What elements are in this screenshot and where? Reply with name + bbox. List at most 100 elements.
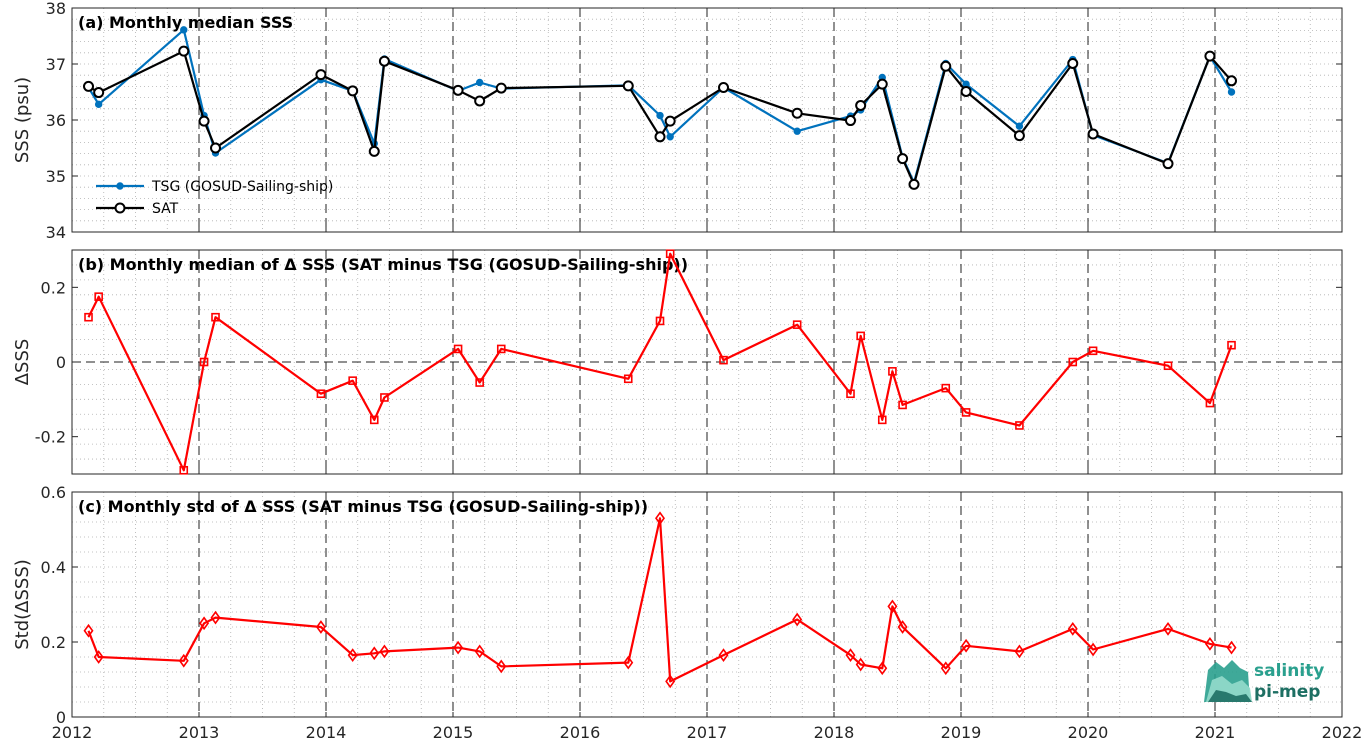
data-point xyxy=(347,648,358,662)
data-point xyxy=(876,78,888,90)
data-point xyxy=(623,374,633,384)
data-point xyxy=(793,127,801,135)
data-point xyxy=(1067,57,1079,69)
panel-a-ylabel: SSS (psu) xyxy=(12,77,33,163)
data-point xyxy=(83,80,95,92)
y-tick-label: 38 xyxy=(46,0,66,18)
data-point xyxy=(845,115,857,127)
y-tick-label: 0.6 xyxy=(41,483,66,502)
legend-marker xyxy=(114,202,126,214)
legend: TSG (GOSUD-Sailing-ship) SAT xyxy=(96,179,333,217)
y-tick-label: 0 xyxy=(56,353,66,372)
data-point xyxy=(210,142,222,154)
data-point xyxy=(897,153,909,165)
data-point xyxy=(1204,637,1215,651)
data-point xyxy=(94,100,103,109)
logo-text-pi-mep: pi-mep xyxy=(1254,682,1320,702)
data-point xyxy=(198,115,210,127)
data-point xyxy=(1162,158,1174,170)
x-tick-label: 2016 xyxy=(560,723,601,742)
panel-c-grid xyxy=(72,491,1342,718)
data-point xyxy=(664,115,676,127)
panel-c: 2012 2013 2014 2015 2016 2017 2018 2019 2020 2021… xyxy=(12,483,1362,742)
data-point xyxy=(496,344,506,354)
data-point xyxy=(179,465,189,475)
data-point xyxy=(791,107,803,119)
data-point xyxy=(1015,421,1024,430)
legend-label: TSG (GOSUD-Sailing-ship) xyxy=(151,179,333,195)
data-point xyxy=(888,367,897,376)
series-sat xyxy=(83,45,1238,190)
data-point xyxy=(908,178,920,190)
data-point xyxy=(666,133,674,141)
data-point xyxy=(1013,130,1025,142)
data-point xyxy=(654,131,666,143)
data-point xyxy=(656,111,664,120)
data-point xyxy=(622,80,634,92)
data-point xyxy=(1163,622,1173,636)
series-delta-c xyxy=(83,511,1237,689)
data-point xyxy=(718,648,729,662)
data-point xyxy=(1068,357,1078,367)
x-tick-label: 2014 xyxy=(306,723,347,742)
data-point xyxy=(877,415,887,425)
data-point xyxy=(897,620,908,634)
x-tick-label: 2021 xyxy=(1195,723,1236,742)
data-point xyxy=(452,84,464,96)
data-point xyxy=(315,620,326,634)
data-point xyxy=(199,357,209,367)
panel-a-grid xyxy=(72,7,1342,233)
data-point xyxy=(453,344,463,354)
data-point xyxy=(1226,640,1237,655)
data-point xyxy=(1226,75,1238,87)
data-point xyxy=(453,640,464,655)
data-point xyxy=(855,99,867,111)
data-point xyxy=(83,623,94,638)
data-point xyxy=(718,82,730,94)
data-point xyxy=(941,383,951,393)
legend-label: SAT xyxy=(152,201,179,217)
logo-icon xyxy=(1204,660,1252,702)
data-point xyxy=(856,331,865,341)
data-point xyxy=(961,638,972,653)
data-point xyxy=(1204,50,1216,62)
data-point xyxy=(178,653,189,668)
data-point xyxy=(347,85,359,97)
y-tick-label: 35 xyxy=(46,167,66,186)
data-point xyxy=(94,292,103,301)
data-point xyxy=(655,511,665,526)
y-tick-label: 0 xyxy=(56,708,66,727)
legend-marker xyxy=(116,182,124,190)
data-point xyxy=(1088,346,1098,356)
x-tick-label: 2020 xyxy=(1068,723,1109,742)
series-line xyxy=(87,49,1233,186)
x-tick-label: 2017 xyxy=(687,723,728,742)
panel-b-ylabel: ΔSSS xyxy=(12,339,33,386)
panel-b-title: (b) Monthly median of Δ SSS (SAT minus T… xyxy=(78,255,688,274)
data-point xyxy=(1015,122,1024,130)
data-point xyxy=(877,661,888,676)
data-point xyxy=(180,26,188,34)
data-point xyxy=(845,648,856,662)
data-point xyxy=(1088,642,1099,657)
data-point xyxy=(495,82,507,94)
panel-c-ylabel: Std(ΔSSS) xyxy=(12,559,33,650)
data-point xyxy=(960,85,972,97)
y-tick-label: 34 xyxy=(46,223,66,242)
data-point xyxy=(1227,88,1236,96)
data-point xyxy=(378,55,390,67)
data-point xyxy=(93,650,104,664)
y-tick-label: 0.2 xyxy=(41,278,66,297)
x-tick-label: 2012 xyxy=(52,723,93,742)
data-point xyxy=(792,320,802,329)
x-tick-label: 2019 xyxy=(941,723,982,742)
data-point xyxy=(846,389,855,399)
y-tick-label: 0.4 xyxy=(41,558,66,577)
data-point xyxy=(178,45,190,57)
panel-b: -0.2 0 0.2 ΔSSS (b) Monthly median of Δ SSS … xyxy=(12,249,1343,475)
x-tick-label: 2015 xyxy=(433,723,474,742)
y-tick-label: 36 xyxy=(46,111,66,130)
data-point xyxy=(368,145,380,157)
data-point xyxy=(210,610,221,625)
